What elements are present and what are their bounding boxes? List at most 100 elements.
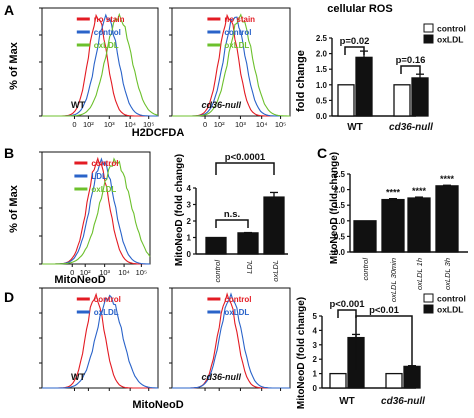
a-bar-ytick-label: 1.5 — [316, 65, 328, 74]
b-bar-category-label: LDL — [245, 260, 254, 274]
b-flow-xtick-label: 10⁵ — [136, 268, 147, 277]
a-flow-wt-legend-label-oxLDL: oxLDL — [94, 41, 119, 50]
a-flow-wt-legend-label-control: control — [94, 28, 121, 37]
d-bar-ytick-label: 2 — [313, 355, 318, 364]
d-flow-cd36-legend-label-oxLDL: oxLDL — [224, 308, 249, 317]
a-bar-ytick-label: 2.0 — [316, 50, 328, 59]
d-bar-legend-swatch-oxLDL — [423, 304, 434, 314]
c-bar-significance-stars: **** — [386, 188, 401, 198]
d-flow-wt-legend-label-oxLDL: oxLDL — [94, 308, 119, 317]
a-bar-title: cellular ROS — [327, 3, 392, 15]
a-bar-ytick-label: 2.5 — [316, 34, 328, 43]
d-bar-group-label: cd36-null — [381, 396, 425, 407]
a-bar-sig-wt-label: p=0.02 — [340, 36, 370, 47]
a-flow-cd36-xtick-label: 0 — [203, 120, 207, 129]
b-flow-histogram-oxLDL — [42, 157, 151, 265]
a-flow-wt-frame — [41, 7, 159, 117]
d-bar-ytick-label: 1 — [313, 370, 318, 379]
b-bar-sig-oxldl-label: p<0.0001 — [225, 152, 266, 163]
a-bar-ylabel: fold change — [295, 50, 307, 112]
a-flow-cd36-histogram-oxLDL — [172, 13, 290, 117]
d-flow-wt-condition-label: WT — [71, 372, 85, 382]
a-flow-cd36-xtick-label: 10³ — [235, 120, 246, 129]
d-bar-WT-control — [329, 372, 347, 389]
a-flow-wt-legend-label-no-stain: no stain — [94, 15, 125, 24]
b-bar-ylabel: MitoNeoD (fold change) — [174, 154, 185, 266]
panel-letter-b: B — [4, 145, 14, 161]
b-bar-ytick-label: 3 — [187, 201, 192, 210]
a-flow-cd36-xtick-label: 10⁴ — [256, 120, 268, 129]
a-bar-legend-label-control: control — [437, 24, 466, 34]
a-bar-ytick-label: 1.0 — [316, 81, 328, 90]
b-flow-legend-label-LDL: LDL — [91, 172, 107, 181]
b-bar-category-label: control — [213, 260, 222, 283]
a-flow-cd36-legend-label-oxLDL: oxLDL — [224, 41, 249, 50]
d-bar-sig-wt — [337, 309, 357, 318]
d-flow-cd36-legend-label-control: control — [224, 295, 251, 304]
panel-letter-d: D — [4, 289, 14, 305]
a-flow-wt-histogram-oxLDL — [42, 12, 159, 117]
a-bar-sig-wt — [344, 46, 365, 55]
a-bar-cd36-null-oxldl — [411, 77, 429, 117]
b-flow-xtick-label: 10⁴ — [118, 268, 130, 277]
a-flow-wt-xtick-label: 10⁵ — [143, 120, 154, 129]
b-flow-frame — [41, 151, 151, 265]
a-bar-cd36-null-control — [393, 84, 411, 117]
d-bar-ytick-label: 3 — [313, 341, 318, 350]
c-bar-ytick-label: 2.5 — [334, 170, 346, 179]
b-flow-legend-label-control: control — [91, 159, 118, 168]
a-bar-legend-swatch-control — [423, 23, 434, 33]
c-bar-significance-stars: **** — [440, 174, 455, 184]
a-bar-ytick-label: 0.5 — [316, 96, 328, 105]
a-flow-cd36-xtick-label: 10² — [214, 120, 225, 129]
c-bar-ytick-label: 0.5 — [334, 232, 346, 241]
d-bar-legend-label-oxLDL: oxLDL — [437, 305, 463, 315]
c-bar-control — [353, 220, 377, 253]
d-flow-wt-histogram-oxLDL — [42, 294, 158, 389]
a-flow-wt-condition-label: WT — [71, 100, 85, 110]
b-bar-oxLDL — [263, 196, 285, 255]
a-bar-group-label: cd36-null — [389, 122, 433, 133]
a-flow-wt-xtick-label: 10³ — [104, 120, 115, 129]
a-bar-legend-swatch-oxLDL — [423, 34, 434, 44]
d-bar-cd36-null-control — [385, 372, 403, 389]
b-bar-sig-ldl-label: n.s. — [224, 209, 240, 220]
b-flow-xlabel: MitoNeoD — [54, 274, 105, 286]
d-bar-group-label: WT — [339, 396, 355, 407]
b-bar-sig-oxldl — [215, 162, 275, 175]
b-flow-ylabel: % of Max — [8, 184, 20, 233]
b-bar-category-label: oxLDL — [271, 260, 280, 282]
b-bar-ytick-label: 0 — [187, 250, 192, 259]
b-flow-xtick-label: 10² — [80, 268, 91, 277]
a-flow-cd36-legend-label-no-stain: no stain — [224, 15, 255, 24]
c-bar-ytick-label: 0.0 — [334, 248, 346, 257]
a-flow-cd36-xtick-label: 10⁵ — [275, 120, 286, 129]
a-flow-wt-xtick-label: 10⁴ — [124, 120, 136, 129]
c-bar-ytick-label: 1.0 — [334, 217, 346, 226]
d-bar-ytick-label: 5 — [313, 312, 318, 321]
d-flow-xlabel: MitoNeoD — [132, 399, 183, 411]
a-bar-sig-cd36-label: p=0.16 — [396, 55, 426, 66]
a-flow-wt-xtick-label: 0 — [72, 120, 76, 129]
b-flow-xtick-label: 0 — [70, 268, 74, 277]
b-bar-ytick-label: 1 — [187, 234, 192, 243]
a-flow-wt-xtick-label: 10² — [83, 120, 94, 129]
d-bar-legend-label-control: control — [437, 294, 466, 304]
d-bar-sig-wt-label: p<0.001 — [329, 299, 365, 310]
c-bar-category-label: oxLDL 30min — [389, 258, 398, 302]
b-flow-legend-label-oxLDL: oxLDL — [91, 185, 116, 194]
d-flow-cd36-condition-label: cd36-null — [202, 372, 242, 382]
c-bar-category-label: oxLDL 3h — [443, 258, 452, 290]
a-bar-ytick-label: 0.0 — [316, 112, 328, 121]
d-bar-ytick-label: 4 — [313, 326, 318, 335]
d-bar-legend-swatch-control — [423, 293, 434, 303]
a-flow-ylabel: % of Max — [8, 41, 20, 90]
d-bar-sig-cross-label: p<0.01 — [369, 305, 400, 316]
a-flow-cd36-legend-label-control: control — [224, 28, 251, 37]
d-bar-ylabel: MitoNeoD (fold change) — [296, 297, 307, 409]
b-bar-control — [205, 236, 227, 255]
a-bar-WT-oxldl — [355, 56, 373, 117]
c-bar-oxLDL-30min — [381, 198, 405, 253]
